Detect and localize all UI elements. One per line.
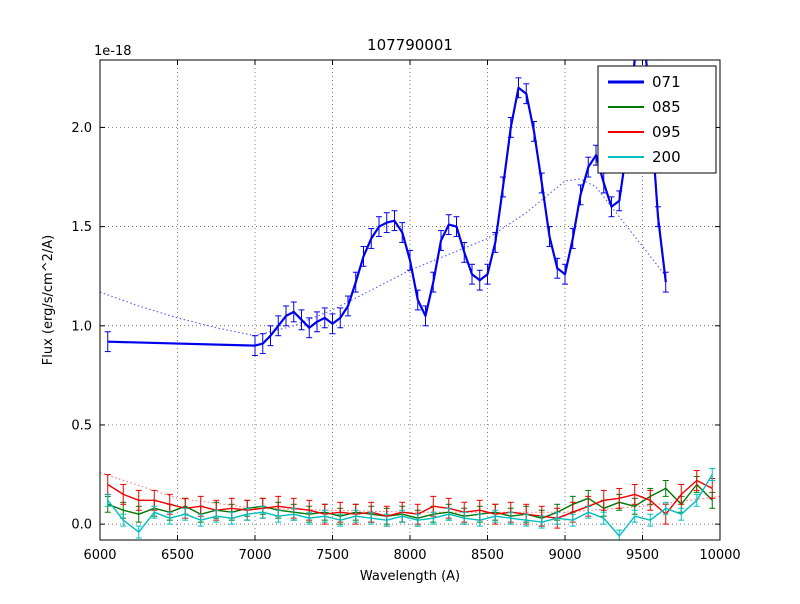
series-line-085	[107, 483, 713, 519]
svg-text:9500: 9500	[626, 548, 659, 563]
svg-text:6000: 6000	[83, 548, 116, 563]
svg-text:2.0: 2.0	[71, 121, 92, 136]
series-line-200	[107, 474, 713, 537]
svg-text:8500: 8500	[471, 548, 504, 563]
tick-marks	[99, 60, 721, 540]
svg-text:9000: 9000	[548, 548, 581, 563]
x-tick-labels: 6000 6500 7000 7500 8000 8500 9000 9500 10000	[83, 548, 740, 563]
svg-text:1.0: 1.0	[71, 319, 92, 334]
x-axis-label: Wavelength (A)	[360, 569, 460, 584]
series-layer	[100, 60, 720, 540]
legend-label-085: 085	[652, 98, 681, 116]
svg-text:0.5: 0.5	[71, 418, 92, 433]
y-tick-labels: 0.0 0.5 1.0 1.5 2.0	[71, 121, 92, 533]
svg-text:10000: 10000	[699, 548, 740, 563]
series-line-095	[107, 479, 713, 519]
svg-text:7500: 7500	[316, 548, 349, 563]
chart-title: 107790001	[367, 36, 453, 54]
svg-text:1.5: 1.5	[71, 220, 92, 235]
svg-text:6500: 6500	[161, 548, 194, 563]
legend-label-200: 200	[652, 148, 681, 166]
legend-label-095: 095	[652, 123, 681, 141]
svg-text:7000: 7000	[238, 548, 271, 563]
series-line-071	[107, 60, 667, 347]
svg-text:0.0: 0.0	[71, 518, 92, 533]
legend: 071 085 095 200	[597, 65, 717, 174]
y-axis-label: Flux (erg/s/cm^2/A)	[41, 235, 56, 365]
svg-text:8000: 8000	[393, 548, 426, 563]
y-offset-text: 1e-18	[94, 44, 132, 59]
legend-label-071: 071	[652, 73, 681, 91]
